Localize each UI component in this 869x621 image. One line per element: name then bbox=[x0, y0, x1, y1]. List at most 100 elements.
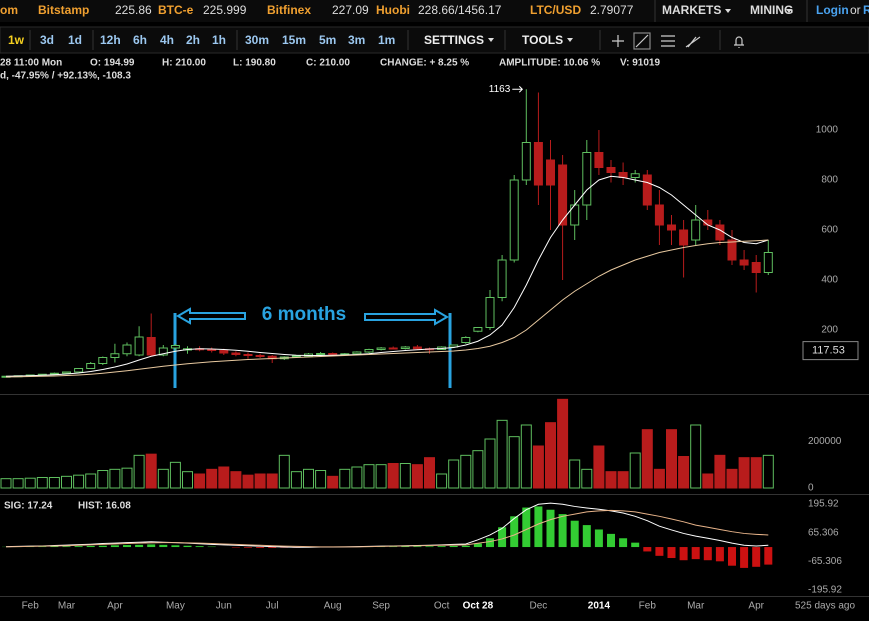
sig-label: SIG: 17.24 bbox=[4, 501, 53, 512]
mining-menu[interactable]: MINING bbox=[750, 3, 793, 17]
exchange-price: 225.999 bbox=[203, 3, 247, 17]
x-tick-label: Apr bbox=[107, 601, 123, 612]
period-button[interactable]: 4h bbox=[160, 33, 174, 47]
volume-bar bbox=[436, 473, 448, 489]
volume-bar bbox=[387, 463, 399, 489]
macd-line bbox=[5, 509, 769, 548]
period-button[interactable]: 2h bbox=[186, 33, 200, 47]
volume-bar bbox=[472, 450, 484, 489]
x-tick-label: Dec bbox=[530, 601, 548, 612]
volume-bar bbox=[496, 419, 508, 489]
volume-bar bbox=[363, 464, 375, 489]
x-tick-label: Aug bbox=[324, 601, 342, 612]
annotation-text: 6 months bbox=[262, 304, 346, 325]
period-button[interactable]: 3d bbox=[40, 33, 54, 47]
y-tick-label: 600 bbox=[821, 225, 838, 236]
volume-bar bbox=[36, 477, 48, 489]
histogram-bar bbox=[50, 546, 59, 548]
volume-bar bbox=[206, 468, 218, 489]
volume-bar bbox=[218, 466, 230, 489]
candle-body bbox=[679, 229, 689, 246]
markets-menu[interactable]: MARKETS bbox=[662, 3, 721, 17]
period-button[interactable]: 1w bbox=[8, 33, 25, 47]
histogram-bar bbox=[558, 514, 567, 548]
histogram-bar bbox=[703, 547, 712, 561]
exchange-name[interactable]: BTC-e bbox=[158, 3, 194, 17]
candle-body bbox=[594, 152, 604, 168]
x-tick-label: Oct 28 bbox=[463, 601, 494, 612]
histogram-bar bbox=[546, 509, 555, 548]
drawing-tools[interactable] bbox=[612, 32, 744, 50]
period-button[interactable]: 1d bbox=[68, 33, 82, 47]
volume-bar bbox=[678, 456, 690, 489]
candle-body bbox=[412, 346, 422, 350]
histogram-bar bbox=[764, 547, 773, 565]
x-note: 525 days ago bbox=[795, 601, 855, 612]
exchange-price: 227.09 bbox=[332, 3, 369, 17]
histogram-bar bbox=[135, 544, 144, 548]
exchange-name[interactable]: Bitstamp bbox=[38, 3, 89, 17]
y-tick-label: 0 bbox=[808, 483, 814, 494]
period-button[interactable]: 30m bbox=[245, 33, 269, 47]
histogram-bar bbox=[643, 547, 652, 552]
volume-bar bbox=[557, 398, 569, 489]
y-tick-label: 400 bbox=[821, 275, 838, 286]
candle-body bbox=[630, 173, 640, 178]
info-close: C: 210.00 bbox=[306, 58, 350, 69]
period-button[interactable]: 1m bbox=[378, 33, 395, 47]
volume-bar bbox=[399, 463, 411, 489]
tools-menu[interactable]: TOOLS bbox=[522, 33, 563, 47]
candle-body bbox=[364, 349, 374, 353]
y-tick-label: 200 bbox=[821, 325, 838, 336]
volume-bar bbox=[230, 471, 242, 489]
y-tick-label: 195.92 bbox=[808, 499, 839, 510]
info-change: CHANGE: + 8.25 % bbox=[380, 58, 469, 69]
period-button[interactable]: 6h bbox=[133, 33, 147, 47]
info-open: O: 194.99 bbox=[90, 58, 135, 69]
histogram-bar bbox=[510, 516, 519, 548]
y-tick-label: -195.92 bbox=[808, 585, 842, 596]
y-tick-label: 1000 bbox=[816, 125, 839, 136]
register-link[interactable]: R bbox=[863, 3, 869, 17]
info-high: H: 210.00 bbox=[162, 58, 206, 69]
candle-body bbox=[546, 159, 555, 186]
candle-body bbox=[582, 152, 592, 206]
volume-bar bbox=[0, 478, 12, 489]
histogram-bar bbox=[534, 506, 543, 548]
toolbar-separators bbox=[29, 0, 808, 50]
x-tick-label: Jul bbox=[266, 601, 279, 612]
info-low: L: 190.80 bbox=[233, 58, 276, 69]
brand: om bbox=[0, 3, 18, 17]
volume-bar bbox=[24, 477, 36, 489]
period-button[interactable]: 5m bbox=[319, 33, 336, 47]
period-button[interactable]: 15m bbox=[282, 33, 306, 47]
histogram-bar bbox=[667, 547, 676, 559]
histogram-bar bbox=[183, 545, 192, 548]
histogram-bar bbox=[715, 547, 724, 562]
period-button[interactable]: 1h bbox=[212, 33, 226, 47]
settings-menu[interactable]: SETTINGS bbox=[424, 33, 484, 47]
exchange-name[interactable]: LTC/USD bbox=[530, 3, 581, 17]
six-month-annotation bbox=[173, 307, 452, 388]
volume-bar bbox=[617, 471, 629, 489]
histogram-bar bbox=[570, 520, 579, 548]
exchange-name[interactable]: Huobi bbox=[376, 3, 410, 17]
period-button[interactable]: 3m bbox=[348, 33, 365, 47]
volume-bar bbox=[702, 473, 714, 489]
volume-bar bbox=[12, 478, 24, 489]
toolbar bbox=[0, 26, 869, 54]
period-button[interactable]: 12h bbox=[100, 33, 121, 47]
volume-bar bbox=[629, 452, 641, 489]
volume-bar bbox=[290, 471, 302, 489]
volume-bar bbox=[750, 457, 762, 489]
x-tick-label: May bbox=[166, 601, 185, 612]
candle-body bbox=[219, 350, 229, 354]
candle-body bbox=[388, 347, 398, 350]
x-tick-label: 2014 bbox=[588, 601, 611, 612]
volume-bar bbox=[375, 464, 387, 489]
volume-bar bbox=[303, 468, 314, 489]
login-link[interactable]: Login bbox=[816, 3, 849, 17]
exchange-name[interactable]: Bitfinex bbox=[267, 3, 311, 17]
y-tick-label: 65.306 bbox=[808, 527, 839, 538]
